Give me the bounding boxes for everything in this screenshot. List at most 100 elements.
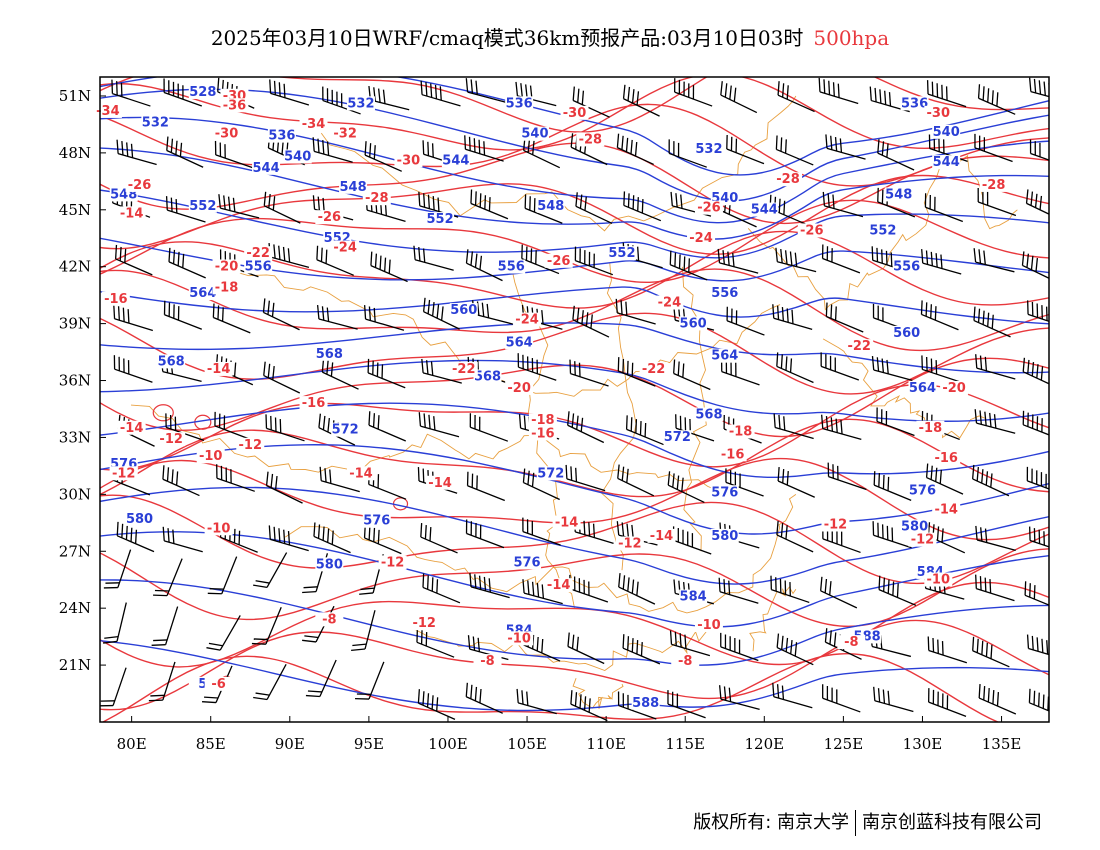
- wind-barb: [973, 248, 1015, 273]
- geopotential-label: 552: [608, 246, 635, 261]
- lat-tick-label: 48N: [59, 144, 91, 162]
- geopotential-label: 544: [442, 153, 469, 168]
- label-backdrop: [694, 141, 723, 156]
- wind-barb: [725, 468, 764, 497]
- wind-barb: [825, 134, 866, 160]
- wind-barb: [321, 358, 359, 390]
- wind-barb: [1026, 466, 1049, 490]
- label-backdrop: [710, 348, 739, 363]
- geopotential-label: 544: [253, 161, 280, 176]
- label-backdrop: [892, 259, 921, 274]
- label-backdrop: [710, 528, 739, 543]
- lon-tick-label: 90E: [275, 735, 305, 753]
- wind-barb: [148, 661, 176, 702]
- temperature-label: -26: [318, 210, 342, 225]
- geopotential-label: 548: [537, 199, 564, 214]
- wind-barb: [416, 628, 455, 658]
- wind-barb: [253, 664, 287, 701]
- wind-barb: [214, 140, 254, 169]
- wind-barb: [920, 300, 959, 331]
- wind-barb: [820, 576, 858, 609]
- wind-barb: [316, 245, 354, 276]
- label-backdrop: [505, 631, 534, 646]
- wind-barb: [263, 361, 301, 394]
- label-backdrop: [718, 447, 747, 462]
- wind-barb: [420, 523, 458, 554]
- wind-barb: [718, 685, 760, 710]
- label-backdrop: [868, 223, 897, 238]
- label-backdrop: [315, 346, 344, 361]
- wind-barb: [770, 575, 810, 604]
- boundary-line: [227, 271, 781, 397]
- geopotential-label: 588: [632, 696, 659, 711]
- wind-barb: [974, 133, 1013, 163]
- label-backdrop: [513, 555, 542, 570]
- temperature-label: -18: [729, 425, 753, 440]
- wind-barb: [776, 352, 814, 384]
- label-backdrop: [513, 312, 542, 327]
- wind-barb: [616, 133, 654, 166]
- lat-tick-label: 30N: [59, 485, 91, 503]
- label-backdrop: [687, 231, 716, 246]
- geopotential-label: 560: [680, 316, 707, 331]
- wind-barb: [873, 686, 914, 713]
- wind-barb: [1029, 526, 1049, 548]
- wind-barb: [516, 688, 557, 715]
- axis-ticks: 80E 85E 90E 95E 100E 105E 110E 115E 120E 125E 130E…: [59, 87, 1022, 753]
- wind-barb: [116, 139, 157, 166]
- wind-barb: [925, 463, 964, 495]
- boundary-line: [411, 626, 718, 672]
- label-backdrop: [544, 253, 573, 268]
- label-backdrop: [473, 369, 502, 384]
- label-backdrop: [940, 380, 969, 395]
- label-backdrop: [536, 198, 565, 213]
- wind-barb: [575, 192, 613, 225]
- wind-barb: [163, 300, 203, 330]
- wind-barb: [355, 661, 385, 700]
- wind-barb: [669, 630, 711, 657]
- boundary-line: [600, 263, 637, 571]
- temperature-label: -26: [697, 201, 721, 216]
- wind-barb: [114, 244, 153, 276]
- label-backdrop: [576, 132, 605, 147]
- label-backdrop: [188, 84, 217, 99]
- contour-labels: 528 532 532 536 536 540 540 544 544 548 548 552 552 5…: [93, 84, 1008, 711]
- label-backdrop: [394, 153, 423, 168]
- wind-barb: [368, 411, 407, 442]
- label-backdrop: [607, 246, 636, 261]
- wind-barb: [822, 684, 861, 713]
- label-backdrop: [520, 126, 549, 141]
- wind-barb: [615, 298, 656, 325]
- label-backdrop: [797, 223, 826, 238]
- wind-barb: [777, 466, 815, 498]
- label-backdrop: [932, 155, 961, 170]
- temperature-contour: [100, 548, 1049, 628]
- wind-barb: [974, 409, 1016, 434]
- lon-tick-label: 110E: [586, 735, 626, 753]
- wind-barb: [574, 246, 614, 276]
- label-backdrop: [821, 517, 850, 532]
- map-title: 2025年03月10日WRF/cmaq模式36km预报产品:03月10日03时 5…: [0, 22, 1100, 51]
- wind-barb: [821, 414, 862, 440]
- wind-barb: [1026, 300, 1049, 322]
- wind-barb: [1021, 251, 1049, 279]
- wind-barb: [521, 244, 560, 275]
- boundary-line: [512, 271, 575, 609]
- geopotential-label: 572: [537, 466, 564, 481]
- lon-tick-label: 135E: [982, 735, 1022, 753]
- label-backdrop: [552, 515, 581, 530]
- geopotential-contour: [100, 147, 1049, 240]
- label-backdrop: [252, 160, 281, 175]
- temperature-label: -22: [452, 362, 476, 377]
- wind-barb: [1028, 688, 1049, 712]
- temperature-contour: [100, 142, 1049, 225]
- wind-barb: [876, 407, 915, 437]
- wind-barb: [212, 303, 251, 334]
- label-backdrop: [639, 361, 668, 376]
- temperature-label: -8: [678, 654, 692, 669]
- label-backdrop: [236, 437, 265, 452]
- temperature-label: -10: [697, 618, 721, 633]
- temperature-label: -22: [847, 339, 871, 354]
- label-backdrop: [710, 286, 739, 301]
- label-backdrop: [141, 115, 170, 130]
